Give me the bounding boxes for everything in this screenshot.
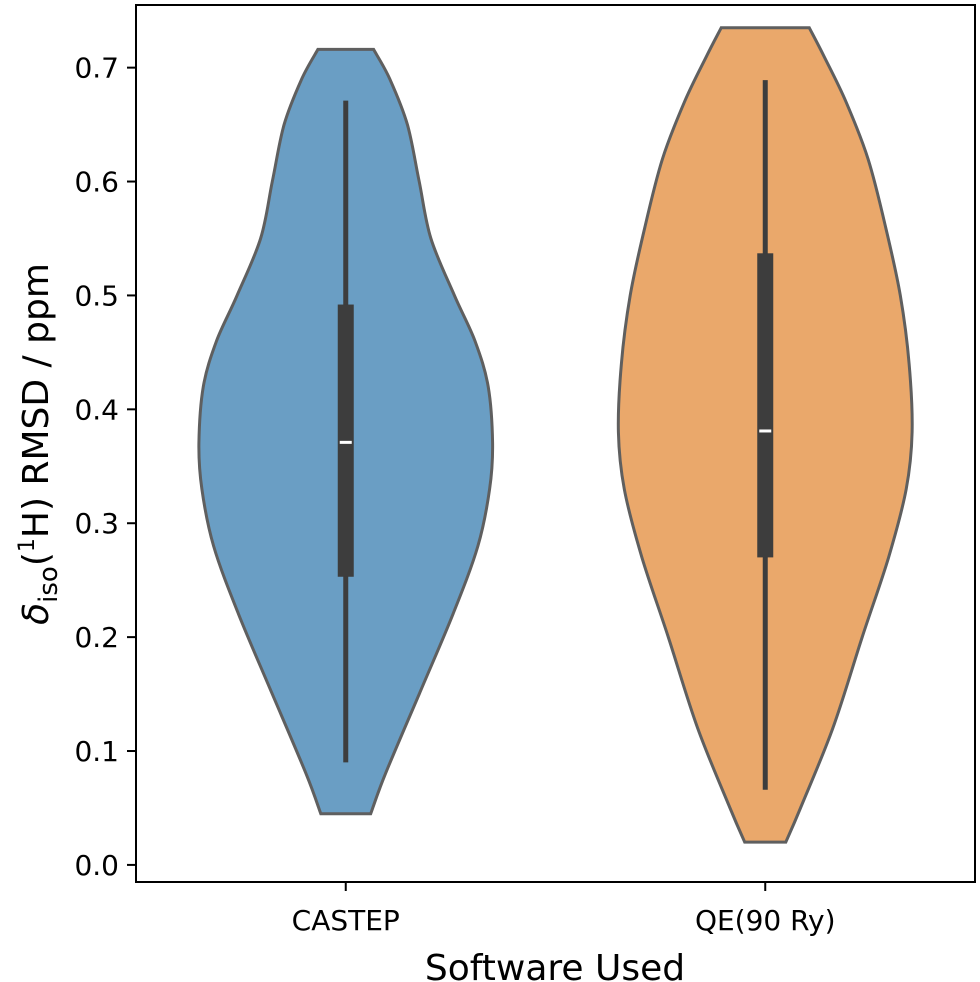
plot-frame [135,4,976,883]
x-axis-title: Software Used [425,948,685,982]
x-tick-label: CASTEP [292,904,400,937]
x-tick-label: QE(90 Ry) [695,904,836,937]
iqr-box-qe-90-ry [757,253,774,558]
y-axis-title: δiso(1H) RMSD / ppm [15,263,64,625]
y-axis-title-symbol: δ [16,603,57,625]
y-tick-label: 0.2 [74,621,119,654]
y-axis-title-superscript: 1 [15,538,40,552]
x-axis: CASTEP QE(90 Ry) [292,882,836,937]
y-axis-title-subscript: iso [34,566,64,603]
y-tick-label: 0.5 [74,279,119,312]
y-axis-title-open: ( [16,552,57,566]
violins [197,26,914,844]
y-tick-label: 0.4 [74,393,119,426]
y-tick-label: 0.7 [74,52,119,85]
y-axis: 0.0 0.1 0.2 0.3 0.4 0.5 0.6 0.7 [74,52,136,882]
y-axis-title-rest: H) RMSD / ppm [16,263,57,538]
iqr-box-castep [337,304,354,577]
y-tick-label: 0.6 [74,166,119,199]
y-tick-label: 0.1 [74,735,119,768]
y-tick-label: 0.0 [74,849,119,882]
y-tick-label: 0.3 [74,507,119,540]
